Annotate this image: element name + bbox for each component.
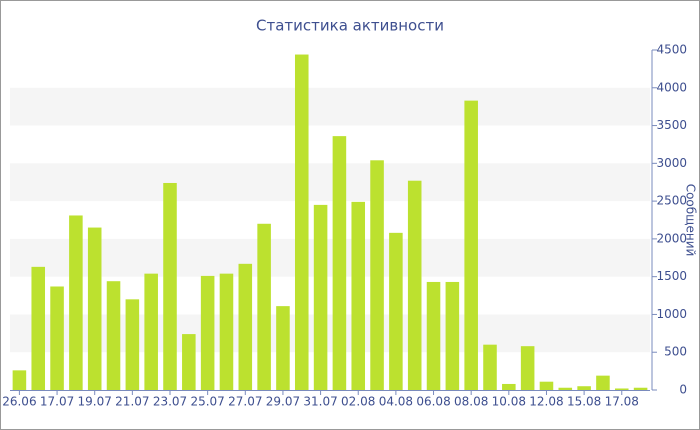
x-tick-label: 17.07 (40, 395, 74, 409)
y-tick-label: 4500 (656, 43, 687, 57)
grid-band (10, 87, 650, 126)
x-tick-label: 31.07 (303, 395, 337, 409)
bar (426, 281, 441, 390)
bar (276, 306, 290, 390)
bar (614, 388, 629, 390)
bar (182, 334, 196, 390)
bar (125, 299, 140, 390)
bar (539, 381, 554, 390)
y-tick-label: 1500 (656, 269, 687, 283)
x-tick-label: 29.07 (266, 395, 300, 409)
x-tick-label: 10.08 (492, 395, 526, 409)
bar (558, 387, 573, 390)
y-tick-label: 0 (679, 383, 687, 397)
x-tick-label: 19.07 (78, 395, 112, 409)
bar (12, 370, 27, 390)
grid-band (10, 238, 650, 277)
bar (483, 344, 497, 390)
x-tick-label: 17.08 (605, 395, 639, 409)
grid-band (10, 314, 650, 353)
grid-band (10, 163, 650, 202)
bar (502, 383, 516, 390)
bar (294, 54, 309, 391)
x-tick-label: 08.08 (454, 395, 488, 409)
x-tick-label: 21.07 (115, 395, 149, 409)
y-tick-label: 3500 (656, 118, 687, 132)
bar (69, 215, 83, 390)
bar (351, 201, 366, 390)
bar (238, 263, 253, 390)
bar (445, 281, 460, 390)
bar (407, 180, 422, 390)
y-tick-label: 2000 (656, 231, 687, 245)
x-tick-label: 26.06 (2, 395, 36, 409)
x-tick-label: 23.07 (153, 395, 187, 409)
chart-title: Статистика активности (256, 17, 444, 35)
bar (200, 275, 215, 390)
y-tick-label: 1000 (656, 307, 687, 321)
x-tick-label: 15.08 (567, 395, 601, 409)
y-tick-label: 4000 (656, 80, 687, 94)
bar (163, 182, 177, 390)
x-tick-label: 02.08 (341, 395, 375, 409)
bar (50, 286, 64, 390)
x-tick-label: 04.08 (379, 395, 413, 409)
bar (633, 387, 648, 390)
bar (332, 136, 347, 390)
bar (31, 266, 46, 390)
bar (106, 281, 121, 390)
y-axis-label: Сообщений (684, 184, 698, 257)
bar (144, 273, 158, 390)
bar (257, 223, 271, 390)
bar (389, 232, 403, 390)
bar (464, 100, 478, 390)
x-tick-label: 27.07 (228, 395, 262, 409)
bar (577, 386, 591, 390)
x-tick-label: 06.08 (416, 395, 450, 409)
bar (520, 346, 535, 390)
x-tick-label: 12.08 (529, 395, 563, 409)
bar (370, 160, 384, 390)
bar (219, 273, 234, 390)
bar (313, 204, 328, 390)
bar (596, 375, 610, 390)
y-tick-label: 500 (664, 345, 687, 359)
bar (87, 227, 102, 390)
x-tick-label: 25.07 (190, 395, 224, 409)
y-tick-label: 2500 (656, 194, 687, 208)
y-tick-label: 3000 (656, 156, 687, 170)
